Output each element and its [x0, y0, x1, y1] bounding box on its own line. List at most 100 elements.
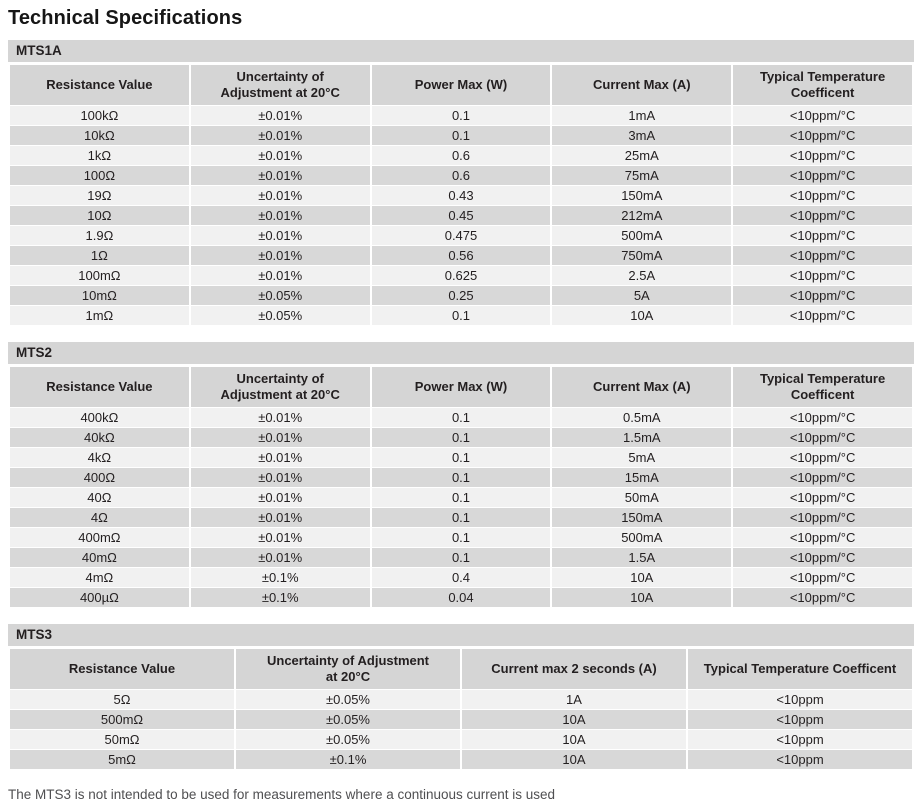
table-cell: ±0.01%: [188, 487, 372, 508]
column-header: Uncertainty of Adjustment at 20°C: [188, 366, 372, 408]
table-cell: 40kΩ: [8, 427, 191, 448]
table-cell: 750mA: [550, 245, 734, 266]
column-header: Typical Temperature Coefficent: [731, 64, 914, 106]
column-header: Resistance Value: [8, 366, 191, 408]
table-cell: 0.625: [369, 265, 553, 286]
table-cell: 0.45: [369, 205, 553, 226]
table-cell: ±0.01%: [188, 265, 372, 286]
table-cell: 10A: [460, 749, 688, 770]
table-cell: 0.5mA: [550, 407, 734, 428]
table-row: 10Ω ±0.01% 0.45 212mA <10ppm/°C: [8, 205, 914, 226]
page-title: Technical Specifications: [8, 7, 243, 29]
column-header: Resistance Value: [8, 64, 191, 106]
table-cell: 40mΩ: [8, 547, 191, 568]
table-cell: ±0.01%: [188, 225, 372, 246]
table-title-band: MTS2: [8, 342, 914, 364]
table-cell: 0.1: [369, 105, 553, 126]
table-cell: 1mΩ: [8, 305, 191, 326]
table-cell: 1kΩ: [8, 145, 191, 166]
table-cell: 4kΩ: [8, 447, 191, 468]
table-cell: 0.1: [369, 125, 553, 146]
table-cell: 10A: [460, 709, 688, 730]
table-cell: 75mA: [550, 165, 734, 186]
table-cell: 4mΩ: [8, 567, 191, 588]
table-cell: <10ppm/°C: [731, 245, 914, 266]
table-row: 1.9Ω ±0.01% 0.475 500mA <10ppm/°C: [8, 225, 914, 246]
mts3-footnote: The MTS3 is not intended to be used for …: [8, 787, 556, 802]
table-cell: 0.1: [369, 427, 553, 448]
table-cell: 1.5mA: [550, 427, 734, 448]
table-cell: <10ppm/°C: [731, 265, 914, 286]
table-cell: ±0.01%: [188, 467, 372, 488]
column-header: Typical Temperature Coefficent: [686, 648, 914, 690]
table-cell: ±0.1%: [188, 587, 372, 608]
table-cell: 5A: [550, 285, 734, 306]
table-cell: 50mA: [550, 487, 734, 508]
table-cell: ±0.05%: [188, 285, 372, 306]
table-cell: 400Ω: [8, 467, 191, 488]
table-cell: 4Ω: [8, 507, 191, 528]
table-cell: <10ppm/°C: [731, 285, 914, 306]
table-cell: 25mA: [550, 145, 734, 166]
table-cell: 10mΩ: [8, 285, 191, 306]
table-cell: ±0.01%: [188, 125, 372, 146]
table-cell: ±0.01%: [188, 507, 372, 528]
table-row: 100mΩ ±0.01% 0.625 2.5A <10ppm/°C: [8, 265, 914, 286]
table-cell: <10ppm/°C: [731, 145, 914, 166]
column-header: Power Max (W): [369, 64, 553, 106]
spec-table: Resistance Value Uncertainty of Adjustmen…: [8, 648, 914, 770]
table-row: 19Ω ±0.01% 0.43 150mA <10ppm/°C: [8, 185, 914, 206]
table-cell: 40Ω: [8, 487, 191, 508]
table-cell: ±0.1%: [188, 567, 372, 588]
table-row: 100Ω ±0.01% 0.6 75mA <10ppm/°C: [8, 165, 914, 186]
table-cell: 10Ω: [8, 205, 191, 226]
table-cell: <10ppm/°C: [731, 587, 914, 608]
table-cell: ±0.01%: [188, 185, 372, 206]
table-cell: <10ppm/°C: [731, 125, 914, 146]
table-cell: 150mA: [550, 185, 734, 206]
table-cell: ±0.05%: [234, 729, 462, 750]
table-row: 4kΩ ±0.01% 0.1 5mA <10ppm/°C: [8, 447, 914, 468]
header-row: Resistance Value Uncertainty of Adjustmen…: [8, 648, 914, 690]
table-row: 1mΩ ±0.05% 0.1 10A <10ppm/°C: [8, 305, 914, 326]
table-row: 5Ω ±0.05% 1A <10ppm: [8, 689, 914, 710]
table-cell: ±0.05%: [234, 709, 462, 730]
table-cell: 0.1: [369, 467, 553, 488]
table-row: 400µΩ ±0.1% 0.04 10A <10ppm/°C: [8, 587, 914, 608]
table-cell: <10ppm/°C: [731, 165, 914, 186]
table-cell: 10A: [550, 305, 734, 326]
table-cell: 0.1: [369, 507, 553, 528]
table-cell: 1A: [460, 689, 688, 710]
table-cell: 1Ω: [8, 245, 191, 266]
table-row: 400Ω ±0.01% 0.1 15mA <10ppm/°C: [8, 467, 914, 488]
table-title-band: MTS3: [8, 624, 914, 646]
table-row: 4Ω ±0.01% 0.1 150mA <10ppm/°C: [8, 507, 914, 528]
column-header: Power Max (W): [369, 366, 553, 408]
table-row: 50mΩ ±0.05% 10A <10ppm: [8, 729, 914, 750]
table-cell: 100kΩ: [8, 105, 191, 126]
table-cell: 0.25: [369, 285, 553, 306]
table-row: 4mΩ ±0.1% 0.4 10A <10ppm/°C: [8, 567, 914, 588]
table-cell: 100mΩ: [8, 265, 191, 286]
table-cell: 500mA: [550, 527, 734, 548]
table-cell: 0.1: [369, 447, 553, 468]
table-cell: <10ppm: [686, 729, 914, 750]
table-row: 40Ω ±0.01% 0.1 50mA <10ppm/°C: [8, 487, 914, 508]
table-cell: <10ppm/°C: [731, 447, 914, 468]
table-cell: 3mA: [550, 125, 734, 146]
table-cell: 0.4: [369, 567, 553, 588]
table-row: 10mΩ ±0.05% 0.25 5A <10ppm/°C: [8, 285, 914, 306]
spec-table-section-mts1a: MTS1A Resistance Value Uncertainty of Adju…: [8, 40, 914, 326]
table-cell: 10A: [550, 587, 734, 608]
table-row: 400mΩ ±0.01% 0.1 500mA <10ppm/°C: [8, 527, 914, 548]
spec-table: Resistance Value Uncertainty of Adjustmen…: [8, 64, 914, 326]
table-cell: ±0.01%: [188, 447, 372, 468]
table-row: 500mΩ ±0.05% 10A <10ppm: [8, 709, 914, 730]
table-cell: <10ppm/°C: [731, 205, 914, 226]
table-cell: <10ppm: [686, 709, 914, 730]
table-cell: <10ppm/°C: [731, 567, 914, 588]
table-cell: 0.6: [369, 165, 553, 186]
table-cell: 1.9Ω: [8, 225, 191, 246]
table-cell: <10ppm/°C: [731, 467, 914, 488]
table-cell: <10ppm: [686, 749, 914, 770]
